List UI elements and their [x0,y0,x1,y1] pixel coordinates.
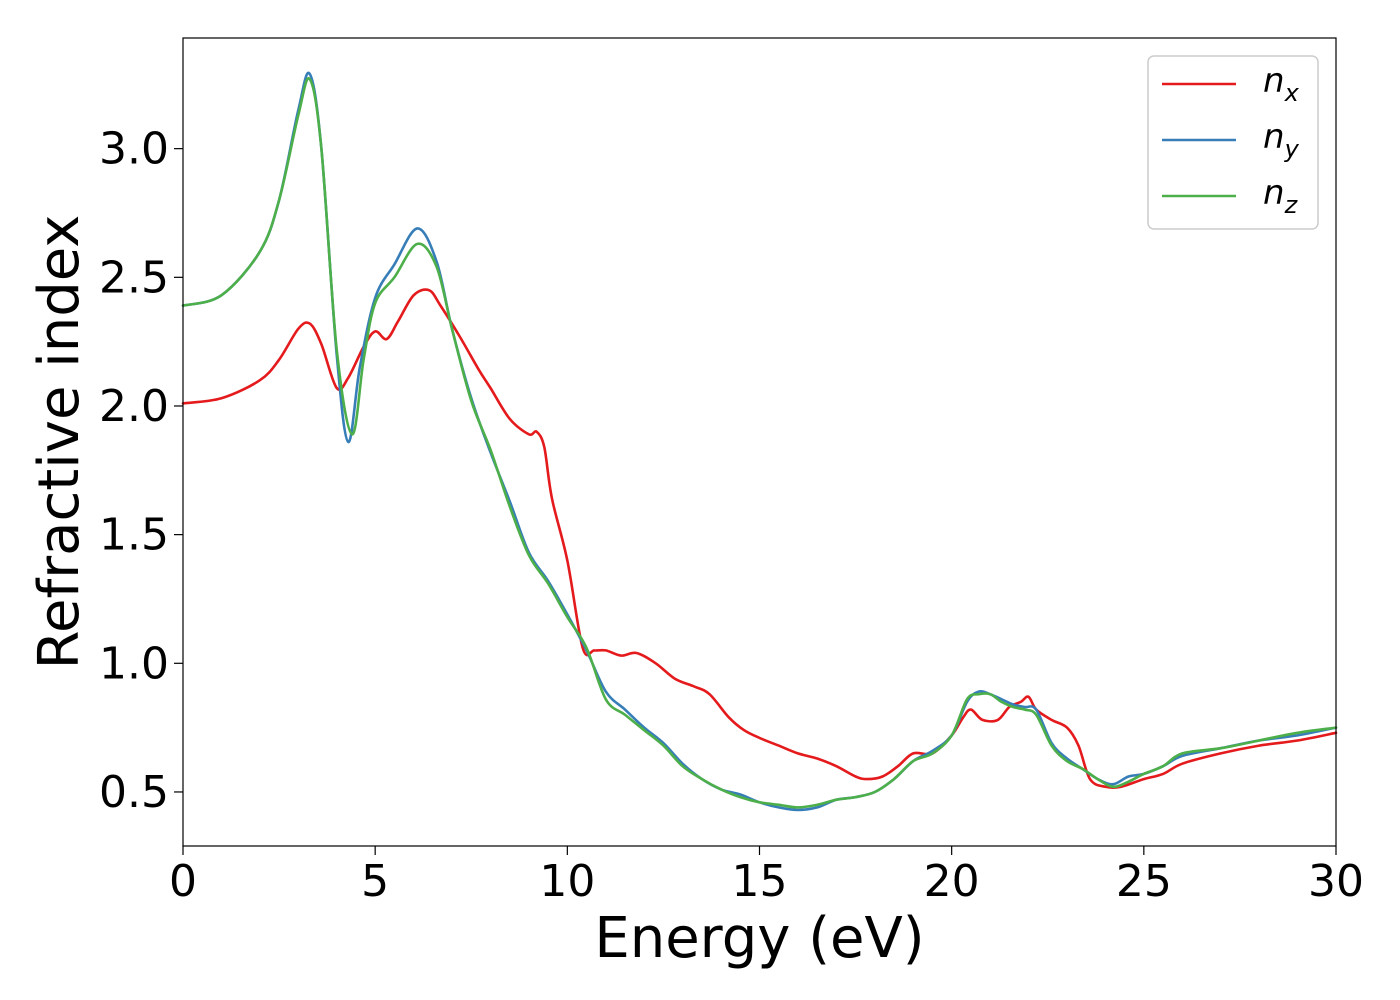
x-axis-title: Energy (eV) [594,906,924,971]
x-tick-label: 20 [924,856,980,907]
legend-box [1147,55,1319,230]
series-layer [181,71,1338,812]
x-tick-label: 5 [361,856,389,907]
y-tick-label: 1.0 [99,638,169,689]
y-tick-label: 0.5 [99,767,169,818]
x-axis: 0 5 10 15 20 25 30 [169,846,1364,907]
x-tick-label: 30 [1308,856,1364,907]
x-tick-label: 10 [539,856,595,907]
y-axis-title: Refractive index [27,215,92,670]
series-line-z [181,77,1338,809]
y-tick-label: 1.5 [99,510,169,561]
y-axis: 0.5 1.0 1.5 2.0 2.5 3.0 [99,124,183,818]
y-tick-label: 2.5 [99,252,169,303]
y-tick-label: 3.0 [99,124,169,175]
series-line-x [181,288,1338,790]
y-tick-label: 2.0 [99,381,169,432]
x-tick-label: 25 [1116,856,1172,907]
x-tick-label: 0 [169,856,197,907]
x-tick-label: 15 [732,856,788,907]
